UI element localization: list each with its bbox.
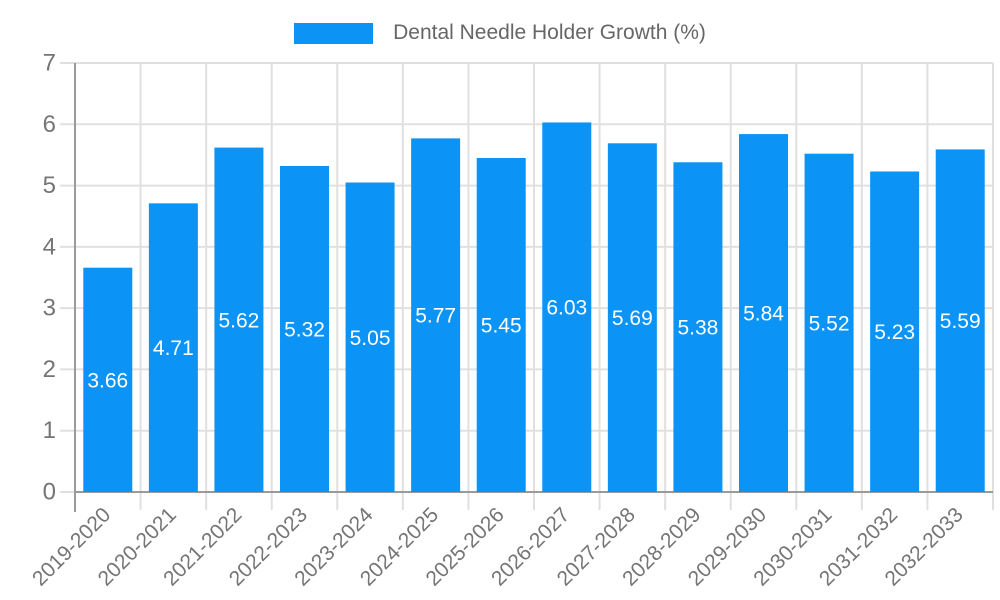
bar-value-label: 5.38 [677,317,718,340]
y-tick-label: 3 [43,295,56,322]
bar[interactable] [804,153,854,492]
bar[interactable] [476,157,526,492]
y-tick-label: 2 [43,356,56,383]
y-tick-label: 0 [43,479,56,506]
legend[interactable]: Dental Needle Holder Growth (%) [0,21,1000,44]
bar[interactable] [83,267,133,492]
bar-value-label: 5.62 [218,309,259,332]
bar-value-label: 5.45 [481,314,522,337]
bar[interactable] [673,162,723,493]
bar-value-label: 5.05 [350,327,391,350]
y-tick-label: 4 [43,233,56,260]
y-tick-label: 6 [43,111,56,138]
legend-swatch [294,22,374,44]
bar-value-label: 5.59 [940,310,981,333]
bar-value-label: 5.77 [415,305,456,328]
bar-value-label: 5.52 [809,312,850,335]
bar-value-label: 5.32 [284,318,325,341]
bar-value-label: 5.69 [612,307,653,330]
y-tick-label: 5 [43,172,56,199]
bar[interactable] [214,147,264,492]
bar[interactable] [411,138,461,493]
bar-value-label: 5.84 [743,303,784,326]
bar[interactable] [148,203,198,492]
bar-value-label: 5.23 [874,321,915,344]
bar[interactable] [542,122,592,492]
bar[interactable] [935,149,985,493]
bar[interactable] [345,182,395,492]
bar-value-label: 4.71 [153,337,194,360]
bar[interactable] [280,165,329,492]
bar-value-label: 6.03 [546,297,587,320]
bar-value-label: 3.66 [87,369,128,392]
bar[interactable] [870,171,920,492]
bar[interactable] [739,134,788,492]
y-tick-label: 7 [43,50,56,77]
bar[interactable] [607,143,657,492]
legend-label: Dental Needle Holder Growth (%) [393,21,706,44]
y-tick-label: 1 [43,417,56,444]
